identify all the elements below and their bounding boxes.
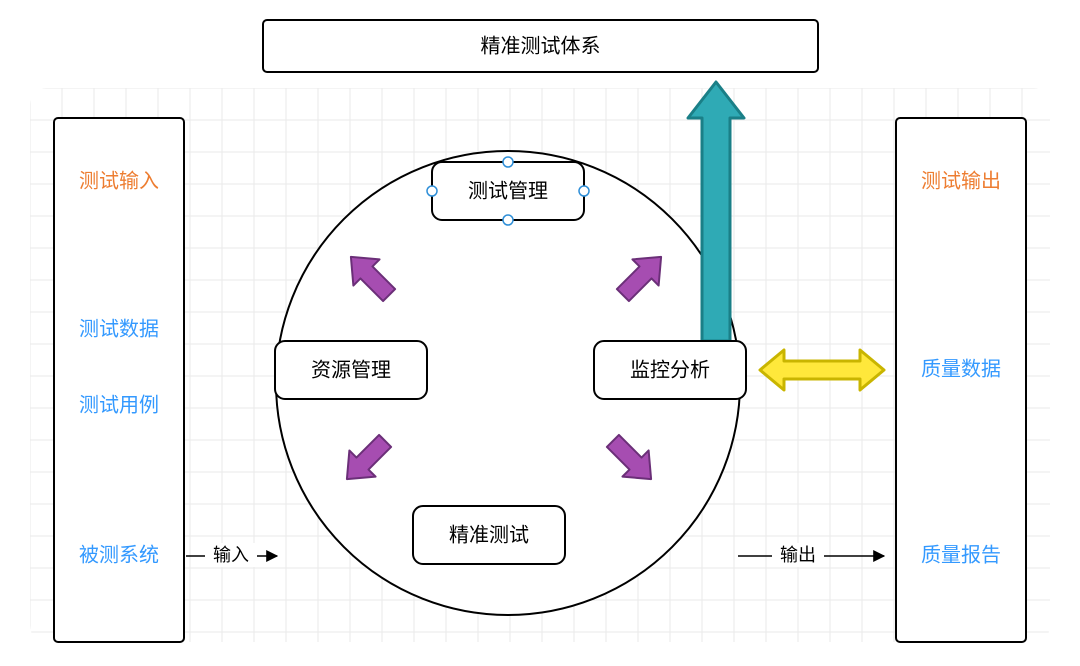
left-panel-item: 测试数据 [79,317,159,340]
right-panel-item: 质量数据 [921,357,1001,380]
header-title: 精准测试体系 [481,34,601,57]
selection-handle[interactable] [503,215,513,225]
left-panel-item: 测试用例 [79,393,159,416]
cycle-node-label-left: 资源管理 [311,358,391,381]
selection-handle[interactable] [579,186,589,196]
cycle-node-label-right: 监控分析 [630,358,710,381]
selection-handle[interactable] [503,157,513,167]
right-panel-item: 质量报告 [921,543,1001,566]
cycle-node-label-top: 测试管理 [468,179,548,202]
diagram-canvas: 精准测试体系测试输入测试数据测试用例被测系统 测试输出质量数据质量报告 资源管理精准… [0,0,1080,666]
yellow-double-arrow [760,350,884,390]
input-label: 输入 [213,545,249,565]
selection-handle[interactable] [427,186,437,196]
cycle-node-label-bottom: 精准测试 [449,523,529,546]
right-panel-item: 测试输出 [921,169,1001,192]
left-panel-item: 测试输入 [79,169,159,192]
output-label: 输出 [780,545,816,565]
left-panel-item: 被测系统 [79,543,159,566]
